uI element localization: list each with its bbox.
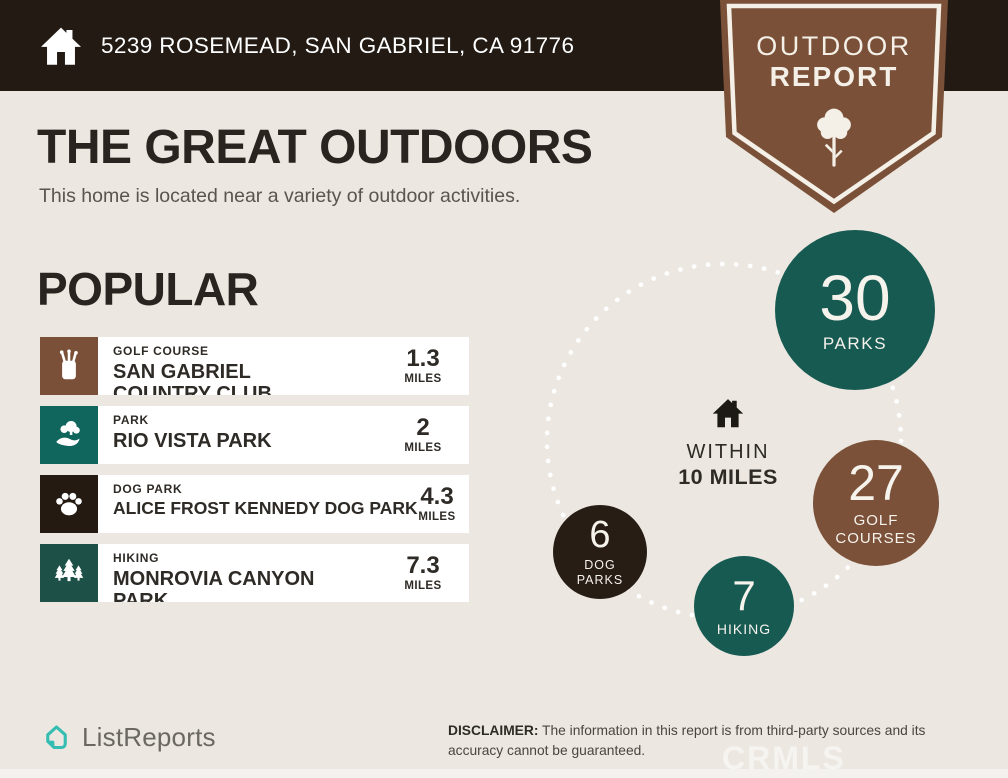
disclaimer: DISCLAIMER: The information in this repo… [448,721,976,760]
stat-value: 30 [819,261,891,334]
place-row-golf-course: GOLF COURSE SAN GABRIEL COUNTRY CLUB 1.3… [40,337,469,395]
place-icon-tile [40,544,98,602]
within-label: WITHIN [686,441,770,463]
tree-icon [817,108,851,167]
badge-shape [720,0,948,213]
place-distance-unit: MILES [404,373,442,385]
place-name: MONROVIA CANYON PARK [113,568,315,602]
place-category: PARK [113,413,149,427]
paw-icon [56,492,82,516]
radius-ring [544,261,904,621]
place-row-hiking: HIKING MONROVIA CANYON PARK 7.3 MILES [40,544,469,602]
stat-circle-hiking: 7 HIKING [694,556,794,656]
place-icon-tile [40,475,98,533]
disclaimer-text: The information in this report is from t… [448,723,926,758]
place-category: DOG PARK [113,482,183,496]
park-trees-icon [56,421,80,447]
place-distance: 4.3 [420,483,454,510]
place-row-park: PARK RIO VISTA PARK 2 MILES [40,406,469,464]
stat-circle-golf-courses: 27 GOLF COURSES [813,440,939,566]
place-list: GOLF COURSE SAN GABRIEL COUNTRY CLUB 1.3… [40,337,469,613]
stat-circle-parks: 30 PARKS [775,230,935,390]
place-name: SAN GABRIEL COUNTRY CLUB [113,361,272,395]
stat-label: HIKING [716,620,772,637]
radius-center: WITHIN 10 MILES [653,394,803,490]
stat-label: PARKS [822,333,888,353]
home-icon [41,27,81,65]
place-distance: 1.3 [406,345,440,372]
place-icon-tile [40,337,98,395]
place-category: GOLF COURSE [113,344,209,358]
stat-label: GOLF COURSES [835,512,917,547]
page-subtitle: This home is located near a variety of o… [39,185,521,207]
listreports-icon [46,725,67,750]
place-name: RIO VISTA PARK [113,430,272,452]
place-distance: 2 [416,414,430,441]
place-distance: 7.3 [406,552,440,579]
footer-strip [0,769,1008,778]
badge-line2: REPORT [769,61,899,92]
badge-line1: OUTDOOR [756,31,912,61]
page-title: THE GREAT OUTDOORS [37,121,593,174]
place-name: ALICE FROST KENNEDY DOG PARK [113,498,418,518]
center-home-icon [712,399,744,428]
place-icon-tile [40,406,98,464]
crmls-watermark: CRMLS [722,740,846,776]
outdoor-report-badge: OUTDOOR REPORT [716,0,952,216]
golf-bag-icon [59,349,78,380]
place-distance-unit: MILES [404,442,442,454]
popular-heading: POPULAR [37,263,259,315]
brand-name: ListReports [82,722,216,752]
place-distance-unit: MILES [404,580,442,592]
stat-value: 27 [848,455,904,511]
property-address: 5239 ROSEMEAD, SAN GABRIEL, CA 91776 [101,32,575,58]
stat-label: DOG PARKS [576,558,624,587]
disclaimer-label: DISCLAIMER: [448,723,539,738]
stat-value: 7 [732,571,756,619]
listreports-logo: ListReports [40,721,216,754]
pine-trees-icon [54,558,84,582]
stat-value: 6 [589,514,611,556]
place-category: HIKING [113,551,160,565]
place-distance-unit: MILES [418,511,456,523]
within-distance: 10 MILES [678,465,778,489]
stat-circle-dog-parks: 6 DOG PARKS [553,505,647,599]
place-row-dog-park: DOG PARK ALICE FROST KENNEDY DOG PARK 4.… [40,475,469,533]
